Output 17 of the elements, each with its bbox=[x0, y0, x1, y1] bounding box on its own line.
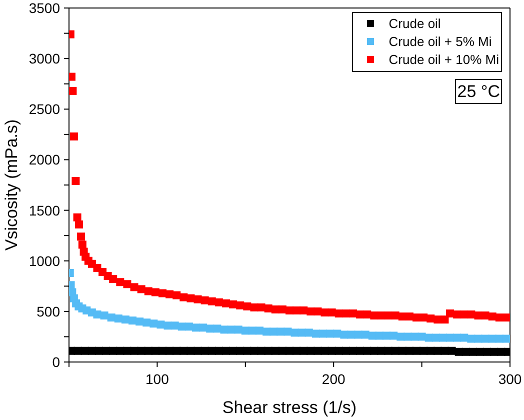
legend-label: Crude oil + 5% Mi bbox=[388, 34, 492, 50]
x-tick-label: 200 bbox=[322, 370, 346, 387]
annotation: 25 °C bbox=[455, 79, 502, 104]
y-tick-label: 1500 bbox=[28, 202, 60, 218]
x-tick-label: 300 bbox=[498, 370, 522, 387]
y-tick-label: 1000 bbox=[28, 252, 60, 269]
y-tick-label: 500 bbox=[36, 303, 60, 320]
x-tick-label: 100 bbox=[146, 370, 170, 387]
y-tick-label: 2500 bbox=[28, 101, 60, 118]
legend-label: Crude oil bbox=[388, 16, 441, 32]
y-tick-label: 3000 bbox=[28, 50, 60, 67]
x-axis-title: Shear stress (1/s) bbox=[222, 398, 357, 416]
legend-label: Crude oil + 10% Mi bbox=[388, 52, 499, 67]
y-tick-label: 0 bbox=[52, 354, 60, 370]
y-tick-label: 2000 bbox=[28, 152, 60, 168]
y-tick-label: 3500 bbox=[28, 0, 60, 16]
y-axis-title: Vsicosity (mPa.s) bbox=[2, 119, 20, 251]
